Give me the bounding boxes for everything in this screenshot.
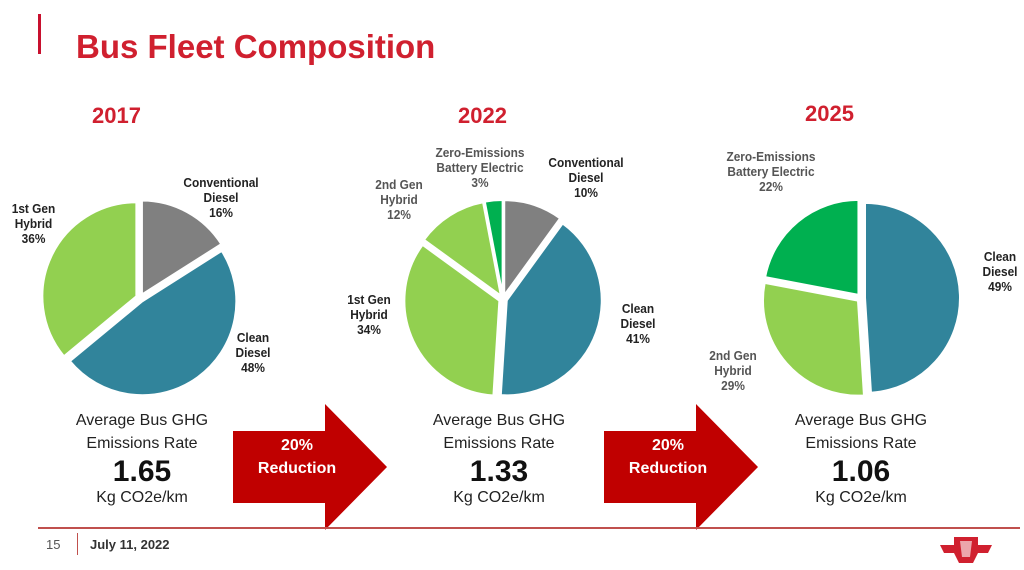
label-2022-1st-gen-hybrid: 1st Gen Hybrid 34% (341, 293, 396, 338)
pie-slice-1st-gen-hybrid (41, 201, 138, 358)
reduction-arrow-label: 20% Reduction (237, 434, 357, 480)
label-2025-clean-diesel: Clean Diesel 49% (978, 250, 1022, 295)
label-2022-conventional-diesel: Conventional Diesel 10% (543, 156, 629, 201)
slice-label-text: Zero-Emissions Battery Electric (435, 146, 525, 175)
emissions-block-2017: Average Bus GHG Emissions Rate 1.65 Kg C… (42, 409, 242, 507)
emissions-unit: Kg CO2e/km (96, 489, 188, 506)
emissions-unit: Kg CO2e/km (453, 489, 545, 506)
emissions-label: Average Bus GHG (75, 412, 209, 429)
slice-label-text: 2nd Gen Hybrid (709, 349, 757, 378)
slice-label-text: Zero-Emissions Battery Electric (726, 150, 816, 179)
slice-percent: 29% (721, 379, 745, 393)
pie-slice-clean-diesel (68, 249, 238, 397)
label-2017-conventional-diesel: Conventional Diesel 16% (178, 176, 264, 221)
pie-slice-clean-diesel (499, 222, 603, 397)
label-2022-zero-emissions: Zero-Emissions Battery Electric 3% (428, 146, 533, 191)
slice-percent: 16% (209, 206, 233, 220)
emissions-value: 1.06 (831, 455, 891, 488)
arrow-label-line: Reduction (628, 460, 708, 477)
pie-chart-2022 (403, 199, 603, 397)
emissions-unit: Kg CO2e/km (815, 489, 907, 506)
emissions-label: Emissions Rate (443, 435, 555, 452)
slice-percent: 48% (241, 361, 265, 375)
pie-chart-2025 (762, 198, 961, 397)
slice-label-text: Clean Diesel (235, 331, 271, 360)
slice-percent: 22% (759, 180, 783, 194)
slice-label-text: 1st Gen Hybrid (11, 202, 56, 231)
footer-separator (77, 533, 78, 555)
slice-label-text: Conventional Diesel (183, 176, 259, 205)
pie-slice-zero-emissions-battery-electric (763, 198, 860, 297)
emissions-label: Emissions Rate (805, 435, 917, 452)
arrow-label-line: 20% (280, 437, 314, 454)
label-2017-clean-diesel: Clean Diesel 48% (225, 331, 280, 376)
slice-label-text: 2nd Gen Hybrid (375, 178, 423, 207)
page-number: 15 (46, 537, 61, 552)
slice-percent: 12% (387, 208, 411, 222)
pie-slice-zero-emissions-battery-electric (483, 199, 504, 296)
pie-slice-2nd-gen-hybrid (422, 201, 503, 298)
arrow-label-line: 20% (651, 437, 685, 454)
pie-chart-2017 (41, 199, 238, 397)
year-2017: 2017 (92, 103, 141, 128)
pie-slice-clean-diesel (863, 201, 961, 394)
emissions-value: 1.65 (112, 455, 172, 488)
emissions-label: Emissions Rate (86, 435, 198, 452)
arrow-label-line: Reduction (257, 460, 337, 477)
slice-percent: 36% (21, 232, 46, 246)
emissions-value: 1.33 (469, 455, 529, 488)
slice-percent: 41% (626, 332, 650, 346)
slice-percent: 34% (357, 323, 381, 337)
pie-slice-conventional-diesel (140, 199, 223, 297)
emissions-block-2022: Average Bus GHG Emissions Rate 1.33 Kg C… (399, 409, 599, 507)
title-accent-bar (38, 14, 41, 54)
slice-percent: 49% (988, 280, 1012, 294)
slice-label-text: Conventional Diesel (548, 156, 624, 185)
label-2022-2nd-gen-hybrid: 2nd Gen Hybrid 12% (370, 178, 429, 223)
slice-percent: 3% (471, 176, 489, 190)
emissions-block-2025: Average Bus GHG Emissions Rate 1.06 Kg C… (761, 409, 961, 507)
footer-date: July 11, 2022 (90, 537, 170, 552)
pie-slice-2nd-gen-hybrid (762, 281, 866, 397)
slice-label-text: 1st Gen Hybrid (347, 293, 391, 322)
slice-label-text: Clean Diesel (620, 302, 656, 331)
label-2025-2nd-gen-hybrid: 2nd Gen Hybrid 29% (702, 349, 765, 394)
label-2017-1st-gen-hybrid: 1st Gen Hybrid 36% (7, 202, 59, 247)
label-2025-zero-emissions: Zero-Emissions Battery Electric 22% (719, 150, 824, 195)
slice-label-text: Clean Diesel (982, 250, 1018, 279)
year-2025: 2025 (805, 101, 854, 126)
slide-title: Bus Fleet Composition (76, 28, 436, 65)
emissions-label: Average Bus GHG (794, 412, 928, 429)
pie-slice-conventional-diesel (503, 199, 562, 299)
ttc-logo-icon (940, 537, 992, 563)
label-2022-clean-diesel: Clean Diesel 41% (611, 302, 664, 347)
emissions-label: Average Bus GHG (432, 412, 566, 429)
reduction-arrow-shape (233, 404, 387, 530)
year-2022: 2022 (458, 103, 507, 128)
reduction-arrow-label: 20% Reduction (608, 434, 728, 480)
slice-percent: 10% (574, 186, 598, 200)
footer-divider (38, 527, 1020, 529)
reduction-arrow-shape (604, 404, 758, 530)
pie-slice-1st-gen-hybrid (403, 243, 501, 397)
